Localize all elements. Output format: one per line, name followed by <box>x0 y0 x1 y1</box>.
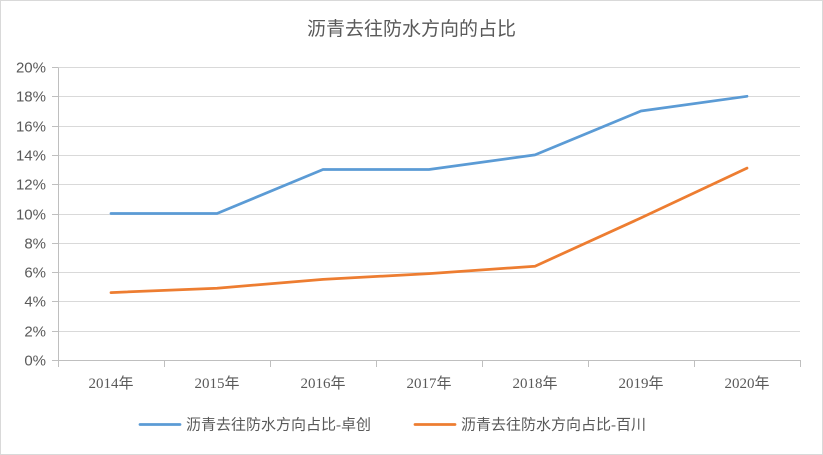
series-line-2 <box>109 166 749 294</box>
legend-label: 沥青去往防水方向占比-百川 <box>461 417 646 434</box>
x-tick-label: 2019年 <box>618 375 663 392</box>
x-tick-label: 2016年 <box>300 375 345 392</box>
axes <box>52 67 801 367</box>
x-tick-label: 2017年 <box>406 375 451 392</box>
y-tick-label: 8% <box>24 236 46 253</box>
data-point <box>532 152 538 158</box>
legend-label: 沥青去往防水方向占比-卓创 <box>186 417 371 434</box>
data-point <box>214 211 220 217</box>
data-point <box>532 263 538 269</box>
data-point <box>320 167 326 173</box>
y-tick-label: 16% <box>16 119 46 136</box>
chart-title: 沥青去往防水方向的占比 <box>307 18 516 40</box>
legend-item: 沥青去往防水方向占比-百川 <box>413 417 646 434</box>
plot-series <box>108 93 750 296</box>
y-tick-label: 2% <box>24 324 46 341</box>
data-point <box>638 108 644 114</box>
gridlines <box>58 67 800 332</box>
x-tick-label: 2020年 <box>724 375 769 392</box>
y-tick-label: 10% <box>16 207 46 224</box>
y-tick-label: 20% <box>16 60 46 77</box>
series-line-1 <box>109 94 749 215</box>
data-point <box>744 93 750 99</box>
y-tick-label: 12% <box>16 177 46 194</box>
y-tick-label: 14% <box>16 148 46 165</box>
data-point <box>214 285 220 291</box>
data-point <box>108 290 114 296</box>
legend: 沥青去往防水方向占比-卓创 沥青去往防水方向占比-百川 <box>138 417 646 434</box>
legend-item: 沥青去往防水方向占比-卓创 <box>138 417 371 434</box>
x-tick-label: 2015年 <box>194 375 239 392</box>
data-point <box>108 211 114 217</box>
y-tick-label: 4% <box>24 294 46 311</box>
y-tick-label: 18% <box>16 89 46 106</box>
data-point <box>320 276 326 282</box>
y-tick-label: 6% <box>24 265 46 282</box>
data-point <box>426 167 432 173</box>
data-point <box>638 215 644 221</box>
y-tick-labels: 0% 2% 4% 6% 8% 10% 12% 14% 16% 18% 20% <box>16 60 46 370</box>
x-tick-label: 2014年 <box>88 375 133 392</box>
x-tick-labels: 2014年 2015年 2016年 2017年 2018年 2019年 2020年 <box>88 375 769 392</box>
data-point <box>744 165 750 171</box>
y-tick-label: 0% <box>24 353 46 370</box>
x-tick-label: 2018年 <box>512 375 557 392</box>
data-point <box>426 271 432 277</box>
